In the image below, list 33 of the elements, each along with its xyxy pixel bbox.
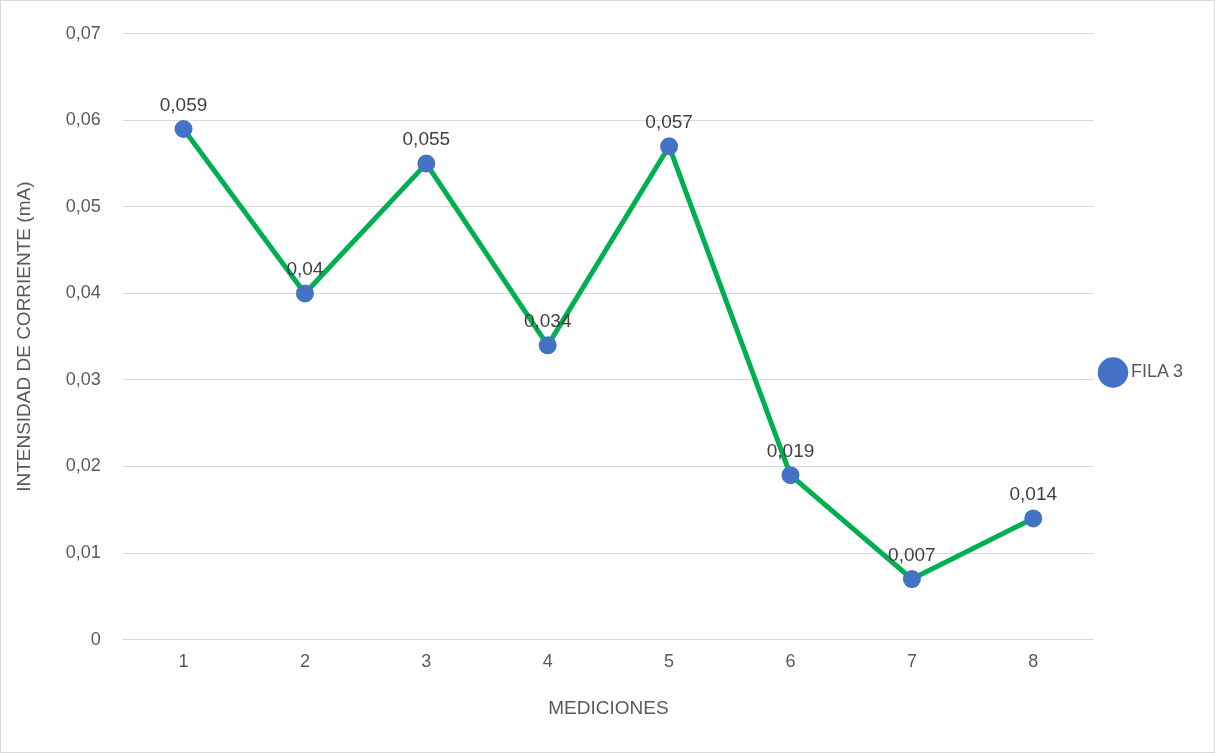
x-tick-label: 1	[178, 651, 189, 672]
y-tick-label: 0,06	[65, 109, 101, 130]
data-label: 0,059	[159, 93, 208, 115]
data-label: 0,007	[888, 543, 936, 565]
y-tick-label: 0,04	[65, 282, 101, 303]
point	[295, 284, 314, 303]
x-tick-label: 7	[906, 651, 917, 672]
y-tick-label: 0,02	[65, 455, 101, 476]
point	[902, 570, 921, 589]
x-axis-title: MEDICIONES	[548, 696, 669, 718]
x-tick-label: 4	[542, 651, 553, 672]
x-tick-label: 8	[1028, 651, 1039, 672]
y-tick-label: 0	[90, 628, 101, 649]
data-label: 0,055	[402, 128, 451, 150]
legend-label: FILA 3	[1130, 361, 1184, 382]
y-tick-label: 0,07	[65, 22, 101, 43]
point	[538, 336, 557, 355]
point	[781, 466, 800, 485]
point	[660, 137, 679, 156]
y-tick-label: 0,01	[65, 542, 101, 563]
data-label: 0,04	[286, 258, 324, 280]
point	[1024, 509, 1043, 528]
x-tick-label: 5	[664, 651, 675, 672]
data-label: 0,057	[645, 111, 693, 133]
y-tick-label: 0,05	[65, 195, 101, 216]
y-tick-label: 0,03	[65, 368, 101, 389]
point	[174, 120, 193, 138]
y-axis-title: INTENSIDAD DE CORRIENTE (mA)	[12, 181, 34, 492]
data-label: 0,014	[1009, 483, 1058, 505]
x-tick-label: 6	[785, 651, 796, 672]
x-tick-label: 2	[299, 651, 310, 672]
x-tick-label: 3	[421, 651, 432, 672]
point	[417, 154, 436, 173]
